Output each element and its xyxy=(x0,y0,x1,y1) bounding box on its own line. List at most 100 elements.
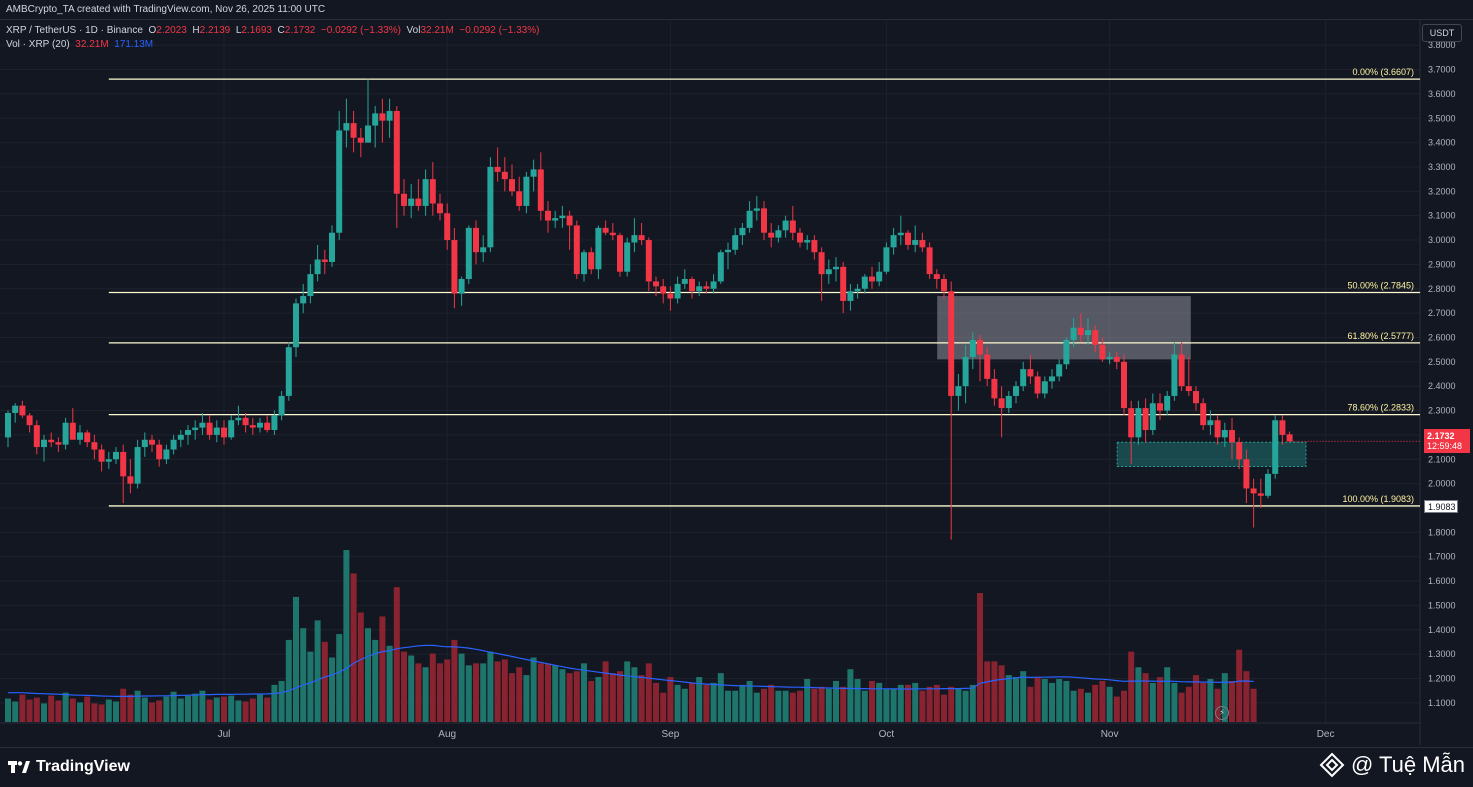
candle-body xyxy=(12,405,19,413)
volume-bar xyxy=(84,696,91,722)
candle-body xyxy=(393,110,400,194)
volume-bar xyxy=(41,703,47,722)
candle-body xyxy=(559,215,566,219)
candle-body xyxy=(775,230,782,238)
candle-body xyxy=(969,339,976,357)
candle-body xyxy=(523,176,530,206)
volume-bar xyxy=(357,612,364,722)
candle-body xyxy=(631,235,638,243)
volume-bar xyxy=(703,684,710,722)
candle-body xyxy=(883,247,890,272)
candle-body xyxy=(77,432,83,440)
header-text: AMBCrypto_TA created with TradingView.co… xyxy=(6,4,326,15)
volume-bar xyxy=(134,690,141,722)
volume-bar xyxy=(1135,667,1142,722)
candle-body xyxy=(213,427,220,435)
candle-body xyxy=(98,449,105,462)
volume-bar xyxy=(257,694,263,722)
legend-high-label: H xyxy=(192,25,200,36)
y-tick-label: 3.2000 xyxy=(1428,186,1456,196)
candle-body xyxy=(645,240,652,282)
candle-body xyxy=(343,123,350,131)
volume-bar xyxy=(415,663,422,722)
volume-bar xyxy=(854,679,861,722)
volume-bar xyxy=(559,669,566,722)
candle-body xyxy=(1193,391,1199,404)
volume-bar xyxy=(170,691,177,722)
volume-bar xyxy=(926,686,933,722)
volume-bar xyxy=(984,661,991,722)
y-tick-label: 1.7000 xyxy=(1428,552,1456,562)
volume-bar xyxy=(77,702,83,722)
candle-body xyxy=(595,227,602,270)
volume-bar xyxy=(530,657,537,722)
volume-bar xyxy=(645,663,652,722)
candle-body xyxy=(177,434,184,440)
candle-body xyxy=(1221,430,1228,438)
candle-body xyxy=(919,240,926,248)
y-tick-label: 1.8000 xyxy=(1428,527,1456,537)
candle-body xyxy=(48,439,55,443)
volume-bar xyxy=(609,673,616,722)
volume-bar xyxy=(552,665,559,722)
candle-body xyxy=(674,283,681,299)
candle-body xyxy=(926,247,933,275)
currency-label: USDT xyxy=(1429,28,1455,38)
candle-body xyxy=(782,220,789,231)
candle-body xyxy=(761,208,767,233)
candle-body xyxy=(1200,403,1207,426)
volume-bar xyxy=(249,698,256,722)
price-chart[interactable]: 3.8000 3.7000 3.6000 3.5000 3.4000 3.3000 3.20… xyxy=(0,20,1473,747)
volume-bar xyxy=(962,690,969,722)
volume-bar xyxy=(501,659,508,722)
volume-bar xyxy=(581,663,587,722)
candle-body xyxy=(1077,327,1084,336)
volume-bar xyxy=(33,697,40,722)
fib-level-label: 0.00% (3.6607) xyxy=(1352,67,1414,77)
x-tick-label: Dec xyxy=(1317,729,1335,740)
y-tick-label: 1.4000 xyxy=(1428,625,1456,635)
volume-bar xyxy=(1070,690,1077,722)
volume-bar xyxy=(833,680,839,722)
volume-bar xyxy=(163,696,170,722)
volume-bar xyxy=(775,690,782,722)
volume-bar xyxy=(761,688,767,722)
candle-body xyxy=(1128,408,1135,438)
candle-body xyxy=(170,439,177,450)
candle-body xyxy=(422,179,429,206)
currency-selector[interactable]: USDT xyxy=(1422,24,1462,42)
volume-bar xyxy=(1149,682,1156,722)
candle-body xyxy=(444,213,451,241)
candle-body xyxy=(1265,473,1271,496)
volume-bar xyxy=(365,628,371,722)
y-tick-label: 1.3000 xyxy=(1428,649,1456,659)
candle-body xyxy=(134,447,141,484)
volume-bar xyxy=(192,693,199,722)
legend-change: −0.0292 (−1.33%) xyxy=(320,25,401,36)
volume-bar xyxy=(185,695,191,722)
candle-body xyxy=(739,227,746,236)
candle-body xyxy=(581,252,587,275)
volume-bar xyxy=(264,697,271,722)
volume-bar xyxy=(1236,649,1243,722)
candle-body xyxy=(1135,408,1142,438)
candle-body xyxy=(509,179,515,192)
candle-body xyxy=(797,232,803,243)
legend-close-label: C xyxy=(277,25,285,36)
volume-bar xyxy=(127,694,134,722)
legend-vol-ma-label: Vol · XRP (20) xyxy=(6,39,70,50)
candle-body xyxy=(1085,330,1091,336)
candle-body xyxy=(1229,430,1235,443)
volume-bar xyxy=(451,639,458,722)
volume-bar xyxy=(199,690,206,722)
candle-body xyxy=(789,220,796,233)
volume-bar xyxy=(1185,686,1192,722)
lightning-icon[interactable]: ⚡ xyxy=(1215,706,1229,720)
candle-body xyxy=(329,232,335,262)
candle-body xyxy=(264,422,271,431)
volume-bar xyxy=(1113,696,1120,722)
volume-bar xyxy=(1041,679,1048,722)
tradingview-logo[interactable]: TradingView xyxy=(8,758,130,776)
legend-open-label: O xyxy=(148,25,157,36)
candle-body xyxy=(1272,420,1279,474)
